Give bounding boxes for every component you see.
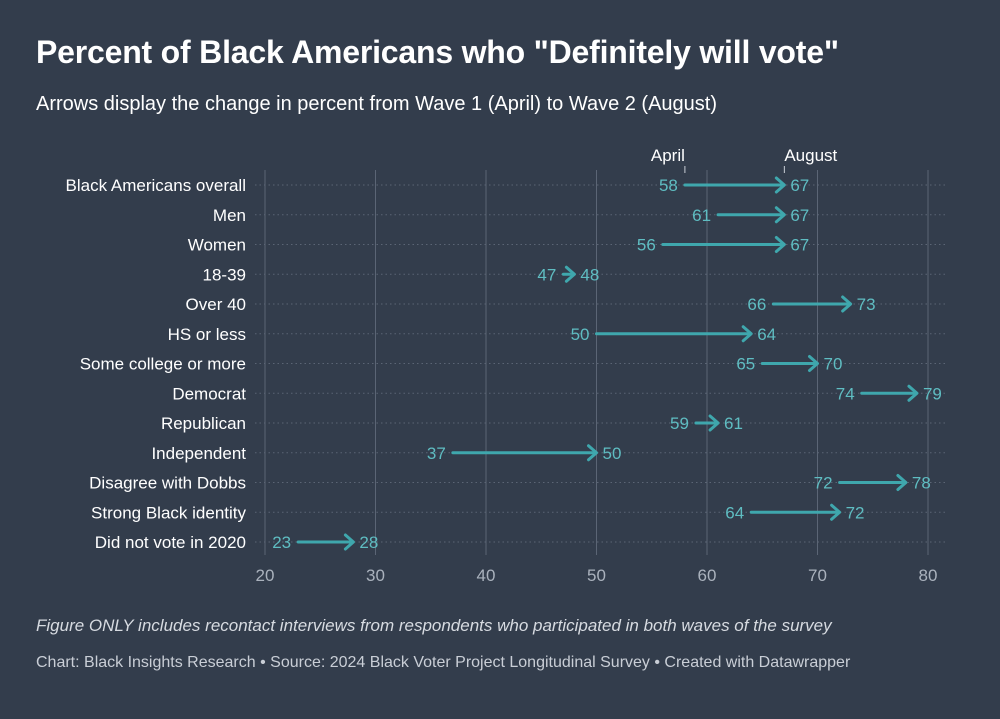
august-value-label: 78 (912, 474, 931, 493)
arrow-head (808, 355, 819, 372)
x-tick-label: 50 (587, 566, 606, 585)
august-series-label: August (784, 146, 837, 165)
arrow-head (741, 325, 753, 343)
x-tick-label: 40 (477, 566, 496, 585)
x-tick-label: 80 (919, 566, 938, 585)
chart-title: Percent of Black Americans who "Definite… (36, 34, 839, 70)
august-value-label: 70 (824, 355, 843, 374)
august-value-label: 50 (603, 444, 622, 463)
april-value-label: 23 (272, 533, 291, 552)
august-value-label: 28 (359, 533, 378, 552)
category-label: Black Americans overall (66, 176, 246, 195)
april-value-label: 74 (836, 384, 855, 403)
august-value-label: 61 (724, 414, 743, 433)
april-value-label: 59 (670, 414, 689, 433)
category-label: Some college or more (80, 355, 246, 374)
arrow-head (841, 295, 853, 313)
figure-note: Figure ONLY includes recontact interview… (36, 616, 832, 635)
april-value-label: 61 (692, 206, 711, 225)
x-tick-label: 20 (256, 566, 275, 585)
april-value-label: 50 (571, 325, 590, 344)
arrow-head (774, 236, 786, 253)
april-value-label: 47 (537, 265, 556, 284)
april-value-label: 58 (659, 176, 678, 195)
april-value-label: 37 (427, 444, 446, 463)
category-label: 18-39 (203, 265, 246, 284)
august-value-label: 79 (923, 384, 942, 403)
arrow-head (774, 206, 786, 224)
april-value-label: 56 (637, 236, 656, 255)
category-label: Independent (151, 444, 246, 463)
august-value-label: 67 (790, 206, 809, 225)
arrow-head (564, 265, 576, 283)
august-value-label: 72 (846, 503, 865, 522)
x-tick-label: 70 (808, 566, 827, 585)
august-value-label: 73 (857, 295, 876, 314)
april-value-label: 66 (747, 295, 766, 314)
chart-subtitle: Arrows display the change in percent fro… (36, 93, 718, 115)
arrow-head (896, 474, 908, 491)
category-label: HS or less (168, 325, 246, 344)
chart-credit: Chart: Black Insights Research • Source:… (36, 654, 851, 671)
arrow-head (708, 414, 720, 432)
august-value-label: 67 (790, 176, 809, 195)
category-label: Republican (161, 414, 246, 433)
august-value-label: 67 (790, 236, 809, 255)
category-label: Men (213, 206, 246, 225)
april-value-label: 72 (814, 474, 833, 493)
august-value-label: 64 (757, 325, 776, 344)
april-value-label: 65 (736, 355, 755, 374)
category-label: Disagree with Dobbs (89, 474, 246, 493)
april-value-label: 64 (725, 503, 744, 522)
category-label: Democrat (172, 384, 246, 403)
arrow-chart: 20 30 40 50 60 70 80 Black Americans overall 58 6… (66, 146, 945, 585)
category-label: Over 40 (186, 295, 246, 314)
x-tick-label: 60 (698, 566, 717, 585)
arrow-head (587, 444, 598, 462)
august-value-label: 48 (580, 265, 599, 284)
arrow-head (907, 384, 919, 402)
arrow-head (774, 176, 786, 194)
arrow-head (830, 503, 842, 521)
category-label: Strong Black identity (91, 503, 246, 522)
category-label: Did not vote in 2020 (95, 533, 246, 552)
x-tick-label: 30 (366, 566, 385, 585)
april-series-label: April (651, 146, 685, 165)
category-label: Women (188, 236, 246, 255)
arrow-head (343, 533, 355, 551)
